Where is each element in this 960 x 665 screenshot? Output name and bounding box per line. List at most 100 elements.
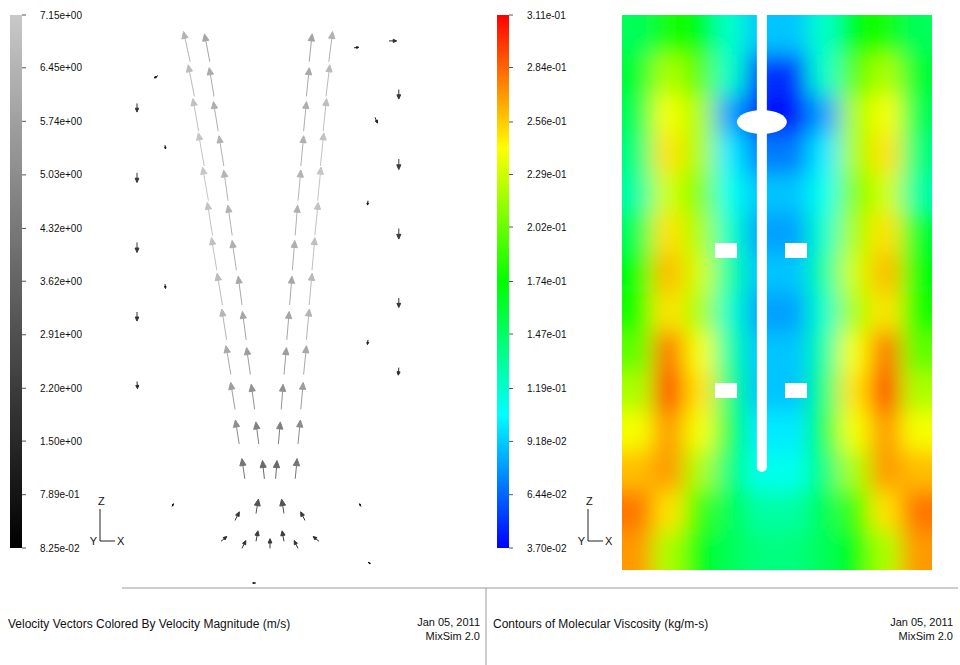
contour-cell xyxy=(777,55,809,95)
velocity-vector xyxy=(329,32,335,62)
colorbar-tick xyxy=(509,441,513,442)
contour-cell xyxy=(715,253,747,293)
velocity-vector xyxy=(217,136,224,166)
contour-cell xyxy=(684,15,716,55)
contour-cell xyxy=(715,411,747,451)
velocity-vector xyxy=(397,368,400,376)
contour-cell xyxy=(901,293,932,333)
contour-cell xyxy=(715,55,747,95)
velocity-vector xyxy=(222,170,229,201)
contour-cell xyxy=(715,372,747,412)
colorbar-tick-label: 1.47e-01 xyxy=(527,329,567,340)
contour-cell xyxy=(684,372,716,412)
contour-cell xyxy=(777,174,809,214)
velocity-vector xyxy=(135,173,139,183)
contour-cell xyxy=(653,332,685,372)
contour-cell xyxy=(622,174,654,214)
triad-axis xyxy=(100,541,115,542)
impeller-blade xyxy=(785,243,807,258)
contour-cell xyxy=(684,174,716,214)
velocity-vector xyxy=(300,136,306,166)
colorbar-tick xyxy=(22,441,26,442)
colorbar-tick-label: 3.70e-02 xyxy=(527,543,567,554)
velocity-vector xyxy=(229,382,235,409)
velocity-vector xyxy=(273,461,279,479)
shaft xyxy=(757,15,767,472)
velocity-vector xyxy=(281,531,285,542)
contour-cell xyxy=(808,372,840,412)
velocity-vector xyxy=(242,541,246,549)
contour-cell xyxy=(622,372,654,412)
contour-cell xyxy=(870,411,902,451)
contour-cell xyxy=(839,15,871,55)
contour-cell xyxy=(777,15,809,55)
contour-cell xyxy=(684,94,716,134)
velocity-vector xyxy=(254,422,260,444)
caption-software: MixSim 2.0 xyxy=(426,630,480,642)
velocity-vector xyxy=(201,167,209,201)
contour-cell xyxy=(653,55,685,95)
contour-cell xyxy=(808,55,840,95)
contour-cell xyxy=(622,293,654,333)
velocity-vector xyxy=(230,241,236,271)
colorbar-tick xyxy=(509,281,513,282)
velocity-vector xyxy=(360,504,361,507)
contour-cell xyxy=(715,332,747,372)
contour-cell xyxy=(622,451,654,491)
velocity-vector xyxy=(164,284,166,288)
contour-cell xyxy=(870,332,902,372)
contour-cell xyxy=(777,451,809,491)
contour-cell xyxy=(715,134,747,174)
velocity-vector xyxy=(154,76,158,78)
contour-cell xyxy=(777,491,809,531)
colorbar-tick xyxy=(22,67,26,68)
colorbar-tick-label: 8.25e-02 xyxy=(40,543,80,554)
triad-axis xyxy=(588,541,603,542)
velocity-vector xyxy=(308,34,314,62)
velocity-vector xyxy=(182,32,190,62)
velocity-vector xyxy=(303,102,309,132)
velocity-vector xyxy=(235,512,239,521)
colorbar-tick-label: 7.15e+00 xyxy=(40,10,82,21)
velocity-vector xyxy=(191,99,199,132)
velocity-vector xyxy=(397,90,401,100)
contour-cell xyxy=(653,94,685,134)
contour-cell xyxy=(839,451,871,491)
velocity-vector xyxy=(306,309,312,340)
triad-label: Y xyxy=(90,535,98,547)
contour-cell xyxy=(870,15,902,55)
contour-cell xyxy=(622,94,654,134)
velocity-vector xyxy=(253,582,256,583)
colorbar-tick xyxy=(22,228,26,229)
velocity-vector xyxy=(172,504,173,507)
contour-cell xyxy=(777,293,809,333)
contour-cell xyxy=(839,411,871,451)
contour-cell xyxy=(622,530,654,570)
contour-cell xyxy=(901,491,932,531)
caption-date: Jan 05, 2011 xyxy=(417,616,480,628)
colorbar-tick-label: 2.56e-01 xyxy=(527,116,567,127)
contour-cell xyxy=(653,174,685,214)
colorbar-tick xyxy=(509,548,513,549)
colorbar-tick-label: 1.74e-01 xyxy=(527,276,567,287)
velocity-vector xyxy=(294,541,298,549)
contour-cell xyxy=(684,411,716,451)
velocity-vector xyxy=(397,159,401,170)
contour-cell xyxy=(653,213,685,253)
contour-cell xyxy=(684,332,716,372)
velocity-vector xyxy=(389,39,397,42)
contour-cell xyxy=(653,293,685,333)
contour-cell xyxy=(684,530,716,570)
contour-cell xyxy=(622,253,654,293)
velocity-vector xyxy=(277,422,283,444)
contour-cell xyxy=(622,55,654,95)
contour-cell xyxy=(684,55,716,95)
velocity-vector xyxy=(320,133,326,166)
velocity-vector xyxy=(299,382,305,409)
contour-cell xyxy=(901,94,932,134)
velocity-vector xyxy=(136,382,139,389)
contour-cell xyxy=(653,253,685,293)
velocity-vector xyxy=(311,238,317,271)
velocity-vector xyxy=(279,384,285,409)
contour-cell xyxy=(777,530,809,570)
